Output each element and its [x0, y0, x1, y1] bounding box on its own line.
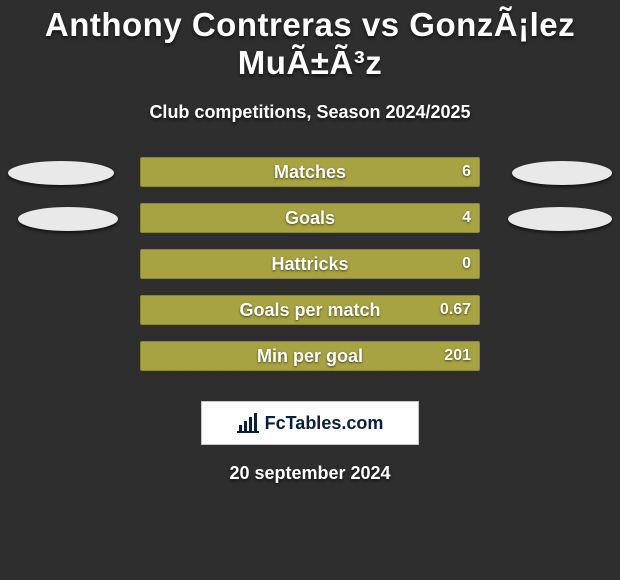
bar-track: Matches 6 — [140, 157, 480, 187]
stat-row-mpg: Min per goal 201 — [0, 333, 620, 379]
stats-area: Matches 6 Goals 4 Hattricks 0 Goals per … — [0, 149, 620, 379]
bar-track: Goals per match 0.67 — [140, 295, 480, 325]
barchart-icon — [237, 413, 259, 433]
bar-label: Goals — [141, 204, 479, 232]
bar-value: 201 — [444, 342, 471, 370]
page-subtitle: Club competitions, Season 2024/2025 — [0, 102, 620, 123]
page-title: Anthony Contreras vs GonzÃ¡lez MuÃ±Ã³z — [12, 0, 607, 82]
bar-track: Goals 4 — [140, 203, 480, 233]
bar-value: 0 — [462, 250, 471, 278]
stat-row-matches: Matches 6 — [0, 149, 620, 195]
bar-track: Hattricks 0 — [140, 249, 480, 279]
oval-right-0 — [512, 161, 612, 185]
bar-label: Min per goal — [141, 342, 479, 370]
bar-track: Min per goal 201 — [140, 341, 480, 371]
bar-value: 6 — [462, 158, 471, 186]
snapshot-date: 20 september 2024 — [0, 463, 620, 484]
bar-label: Goals per match — [141, 296, 479, 324]
bar-value: 0.67 — [440, 296, 471, 324]
oval-right-1 — [508, 207, 612, 231]
bar-label: Matches — [141, 158, 479, 186]
bar-value: 4 — [462, 204, 471, 232]
stat-row-goals: Goals 4 — [0, 195, 620, 241]
brand-text: FcTables.com — [265, 413, 384, 434]
brand-badge: FcTables.com — [201, 401, 419, 445]
oval-left-0 — [8, 161, 114, 185]
bar-label: Hattricks — [141, 250, 479, 278]
stat-row-gpm: Goals per match 0.67 — [0, 287, 620, 333]
stat-row-hattricks: Hattricks 0 — [0, 241, 620, 287]
oval-left-1 — [18, 207, 118, 231]
